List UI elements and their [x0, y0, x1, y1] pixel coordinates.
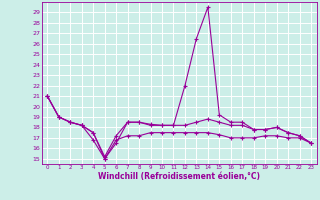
X-axis label: Windchill (Refroidissement éolien,°C): Windchill (Refroidissement éolien,°C)	[98, 172, 260, 181]
